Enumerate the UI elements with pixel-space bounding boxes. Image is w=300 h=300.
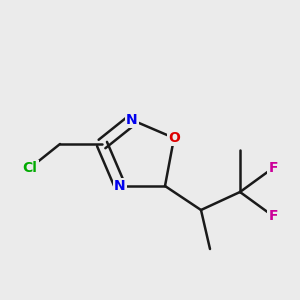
Text: Cl: Cl xyxy=(22,161,38,175)
Text: F: F xyxy=(268,161,278,175)
Text: N: N xyxy=(114,179,126,193)
Text: F: F xyxy=(268,209,278,223)
Text: O: O xyxy=(168,131,180,145)
Text: N: N xyxy=(126,113,138,127)
